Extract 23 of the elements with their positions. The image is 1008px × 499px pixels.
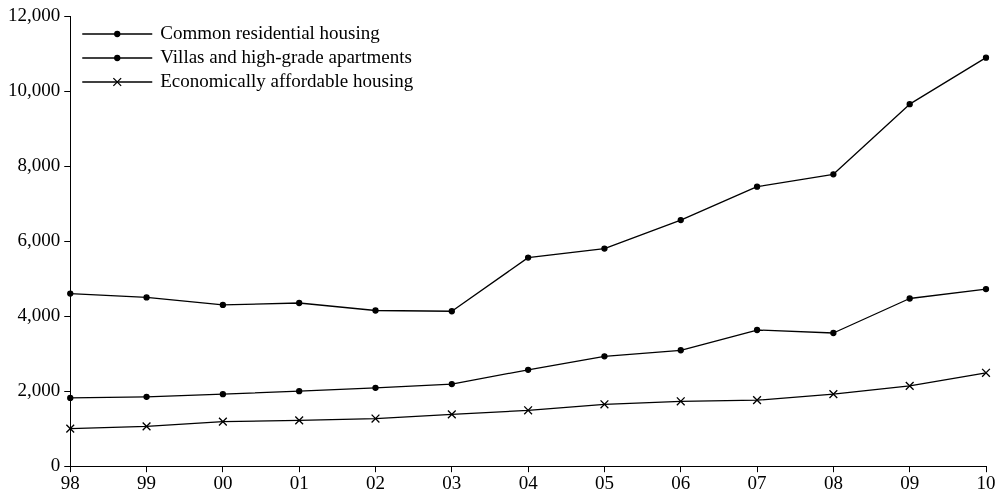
- x-tick-label: 09: [900, 471, 920, 493]
- y-tick-label: 0: [50, 454, 61, 476]
- y-tick-label: 8,000: [17, 154, 61, 176]
- x-tick-label: 98: [60, 471, 80, 493]
- x-tick-label: 07: [747, 471, 767, 493]
- legend-label: Villas and high-grade apartments: [160, 45, 412, 67]
- x-tick-label: 06: [671, 471, 691, 493]
- x-tick-label: 04: [518, 471, 539, 493]
- legend-label: Economically affordable housing: [160, 69, 414, 91]
- y-tick-label: 2,000: [17, 379, 61, 401]
- y-tick-label: 12,000: [8, 3, 61, 25]
- legend-label: Common residential housing: [160, 21, 381, 43]
- y-tick-label: 4,000: [17, 304, 61, 326]
- y-tick-label: 10,000: [8, 79, 61, 101]
- x-tick-label: 00: [213, 471, 233, 493]
- x-tick-label: 01: [289, 471, 309, 493]
- x-tick-label: 02: [366, 471, 385, 493]
- x-tick-label: 08: [823, 471, 843, 493]
- x-tick-label: 99: [137, 471, 157, 493]
- x-tick-label: 10: [976, 471, 996, 493]
- x-tick-label: 03: [442, 471, 462, 493]
- x-tick-label: 05: [594, 471, 614, 493]
- y-tick-label: 6,000: [17, 229, 61, 251]
